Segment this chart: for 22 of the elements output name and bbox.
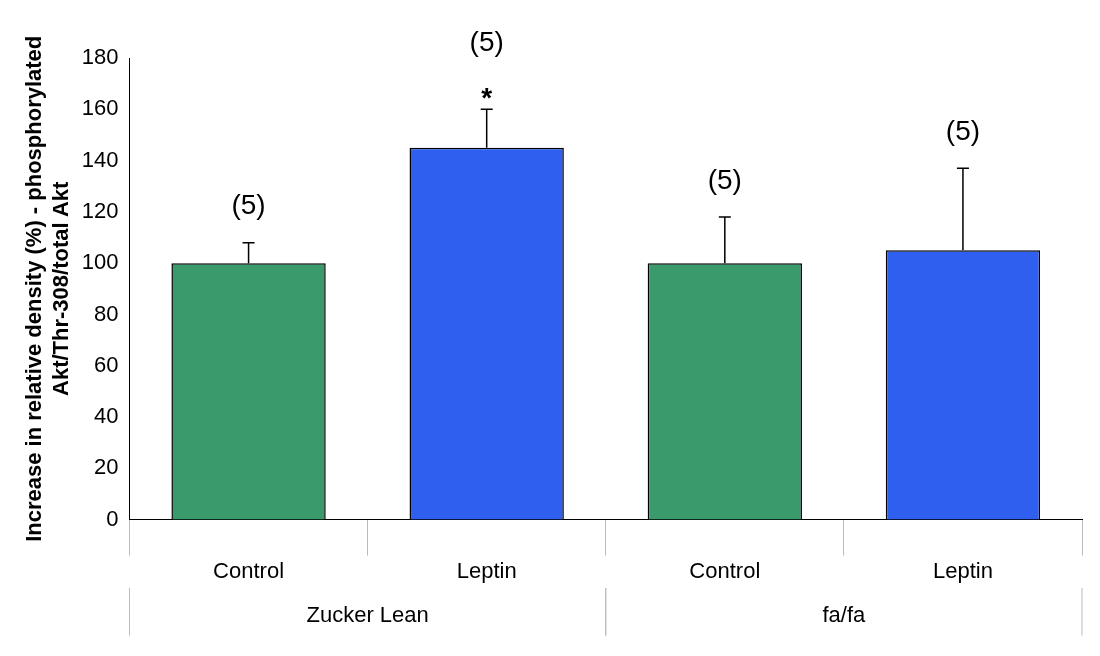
annotation: (5) [945, 114, 981, 146]
y-tick-label: 120 [81, 197, 119, 223]
text: Zucker Lean [306, 601, 429, 627]
x-tick-label: Leptin [456, 557, 517, 583]
text: fa/fa [822, 601, 867, 627]
y-tick-label: 180 [81, 44, 119, 70]
y-tick-label: 20 [94, 454, 119, 480]
annotation: (5) [231, 189, 266, 221]
annotation: * [481, 82, 493, 114]
y-tick-label: 80 [94, 300, 119, 326]
x-tick-label: Control [213, 557, 285, 583]
y-tick-label: 0 [106, 505, 119, 531]
annotation: (5) [707, 163, 742, 195]
y-tick-label: 60 [94, 351, 119, 377]
y-tick-label: 160 [81, 95, 119, 121]
y-axis-title: Increase in relative density (%) - phosphorylated Akt/Thr-308/total Akt [21, 35, 73, 542]
y-tick-label: 40 [94, 403, 119, 429]
x-tick-label: Leptin [932, 557, 993, 583]
y-tick-label: 100 [81, 249, 119, 275]
text: (5) [469, 26, 504, 58]
x-tick-label: Control [689, 557, 761, 583]
y-tick-label: 140 [81, 146, 119, 172]
